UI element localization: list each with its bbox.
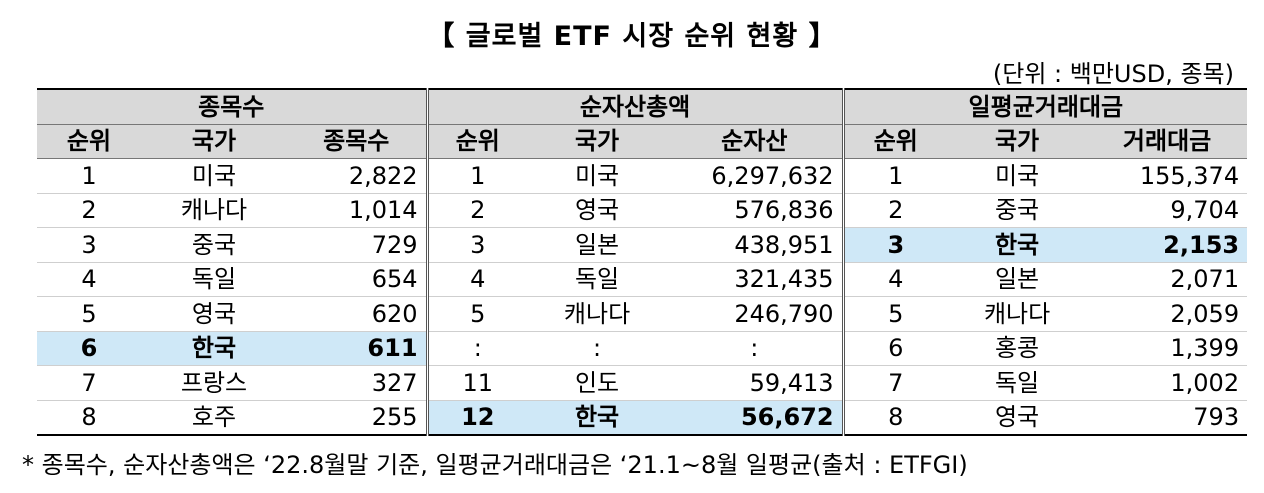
table-cell: 2,822	[287, 158, 429, 194]
table-cell: 1	[37, 158, 141, 194]
table-row: 2 캐나다 1,014 2 영국 576,836 2 중국 9,704	[37, 193, 1248, 228]
table-cell: 9,704	[1087, 193, 1248, 228]
table-cell: 4	[843, 262, 948, 297]
table-row: 6 한국 611 : : : 6 홍콩 1,399	[37, 331, 1248, 366]
table-cell: 6,297,632	[667, 158, 845, 194]
table-cell: 5	[843, 296, 948, 332]
table-cell: 2,059	[1087, 296, 1248, 332]
table-cell: 캐나다	[527, 296, 668, 332]
table-cell: 793	[1087, 400, 1248, 436]
column-header: 국가	[527, 124, 668, 159]
table-cell: 인도	[527, 365, 668, 401]
table-cell: 영국	[527, 193, 668, 228]
table-cell: 미국	[527, 158, 668, 194]
table-cell: 2	[427, 193, 528, 228]
table-cell: 1	[843, 158, 948, 194]
highlighted-cell-korea: 56,672	[667, 400, 845, 436]
table-cell: 3	[427, 227, 528, 263]
table-cell: 246,790	[667, 296, 845, 332]
table-cell: 4	[427, 262, 528, 297]
table-cell: 155,374	[1087, 158, 1248, 194]
table-cell: 327	[287, 365, 429, 401]
etf-ranking-table: 종목수 순자산총액 일평균거래대금 순위 국가 종목수 순위 국가 순자산 순위…	[37, 88, 1248, 436]
column-header: 거래대금	[1087, 124, 1248, 159]
table-cell: 5	[37, 296, 141, 332]
table-cell: 2	[37, 193, 141, 228]
highlighted-cell-korea: 12	[427, 400, 528, 436]
footnote: * 종목수, 순자산총액은 ‘22.8월말 기준, 일평균거래대금은 ‘21.1…	[22, 451, 968, 479]
table-cell: 8	[843, 400, 948, 436]
group-header-count: 종목수	[37, 88, 429, 125]
table-cell: 729	[287, 227, 429, 263]
column-header: 순자산	[667, 124, 845, 159]
table-cell: 1,014	[287, 193, 429, 228]
table-cell: 576,836	[667, 193, 845, 228]
table-cell: 11	[427, 365, 528, 401]
table-cell: 1,399	[1087, 331, 1248, 366]
table-cell: 중국	[947, 193, 1088, 228]
column-header: 순위	[37, 124, 141, 159]
table-cell: 호주	[141, 400, 287, 436]
table-cell: 미국	[947, 158, 1088, 194]
highlighted-cell-korea: 2,153	[1087, 227, 1248, 263]
highlighted-cell-korea: 한국	[527, 400, 668, 436]
table-cell: 2	[843, 193, 948, 228]
highlighted-cell-korea: 611	[287, 331, 429, 366]
table-cell: 캐나다	[141, 193, 287, 228]
column-header-row: 순위 국가 종목수 순위 국가 순자산 순위 국가 거래대금	[37, 124, 1248, 159]
table-cell: 255	[287, 400, 429, 436]
table-cell: 59,413	[667, 365, 845, 401]
group-header-daily-volume: 일평균거래대금	[843, 88, 1248, 125]
table-cell: 3	[37, 227, 141, 263]
highlighted-cell-korea: 6	[37, 331, 141, 366]
table-cell: 5	[427, 296, 528, 332]
table-cell: :	[527, 331, 668, 366]
table-cell: 2,071	[1087, 262, 1248, 297]
table-row: 8 호주 255 12 한국 56,672 8 영국 793	[37, 400, 1248, 436]
table-row: 5 영국 620 5 캐나다 246,790 5 캐나다 2,059	[37, 296, 1248, 332]
column-header: 국가	[141, 124, 287, 159]
table-cell: 캐나다	[947, 296, 1088, 332]
table-cell: :	[427, 331, 528, 366]
table-cell: :	[667, 331, 845, 366]
table-cell: 일본	[527, 227, 668, 263]
column-header: 순위	[427, 124, 528, 159]
table-row: 3 중국 729 3 일본 438,951 3 한국 2,153	[37, 227, 1248, 263]
table-cell: 4	[37, 262, 141, 297]
table-cell: 독일	[947, 365, 1088, 401]
table-cell: 프랑스	[141, 365, 287, 401]
highlighted-cell-korea: 한국	[141, 331, 287, 366]
table-cell: 일본	[947, 262, 1088, 297]
column-header: 종목수	[287, 124, 429, 159]
table-row: 7 프랑스 327 11 인도 59,413 7 독일 1,002	[37, 365, 1248, 401]
table-row: 1 미국 2,822 1 미국 6,297,632 1 미국 155,374	[37, 158, 1248, 194]
table-cell: 8	[37, 400, 141, 436]
table-cell: 중국	[141, 227, 287, 263]
table-cell: 1,002	[1087, 365, 1248, 401]
table-cell: 독일	[527, 262, 668, 297]
table-cell: 1	[427, 158, 528, 194]
column-header: 순위	[843, 124, 948, 159]
table-cell: 영국	[141, 296, 287, 332]
table-cell: 7	[37, 365, 141, 401]
table-cell: 미국	[141, 158, 287, 194]
table-cell: 654	[287, 262, 429, 297]
table-cell: 영국	[947, 400, 1088, 436]
group-header-net-assets: 순자산총액	[427, 88, 845, 125]
table-cell: 7	[843, 365, 948, 401]
unit-label: (단위 : 백만USD, 종목)	[992, 60, 1234, 88]
table-row: 4 독일 654 4 독일 321,435 4 일본 2,071	[37, 262, 1248, 297]
highlighted-cell-korea: 3	[843, 227, 948, 263]
table-cell: 438,951	[667, 227, 845, 263]
page-title: 【 글로벌 ETF 시장 순위 현황 】	[427, 21, 837, 52]
table-cell: 독일	[141, 262, 287, 297]
table-cell: 620	[287, 296, 429, 332]
table-cell: 6	[843, 331, 948, 366]
table-cell: 321,435	[667, 262, 845, 297]
table-cell: 홍콩	[947, 331, 1088, 366]
highlighted-cell-korea: 한국	[947, 227, 1088, 263]
group-header-row: 종목수 순자산총액 일평균거래대금	[37, 88, 1248, 125]
column-header: 국가	[947, 124, 1088, 159]
